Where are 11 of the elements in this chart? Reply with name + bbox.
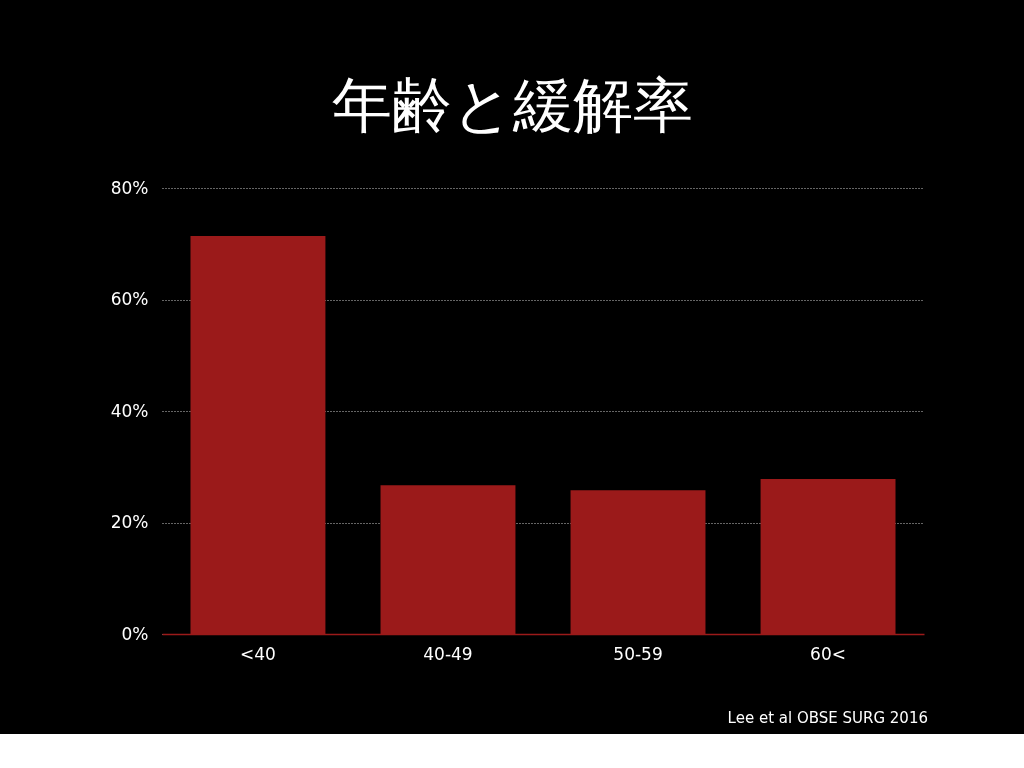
y-tick-label: 20% xyxy=(110,512,149,532)
text: Lee et al OBSE SURG 2016 xyxy=(727,709,928,727)
x-tick-label: 50-59 xyxy=(613,643,663,664)
y-tick-label: 40% xyxy=(110,400,149,421)
y-tick-label: 80% xyxy=(110,177,149,198)
x-tick-label: 40-49 xyxy=(423,643,473,664)
y-tick-label: 0% xyxy=(121,623,149,644)
chart-title: 年齢と緩解率 xyxy=(331,72,693,139)
y-tick-label: 60% xyxy=(110,289,149,309)
x-tick-label: 60< xyxy=(810,643,846,664)
x-tick-label: <40 xyxy=(240,643,276,664)
